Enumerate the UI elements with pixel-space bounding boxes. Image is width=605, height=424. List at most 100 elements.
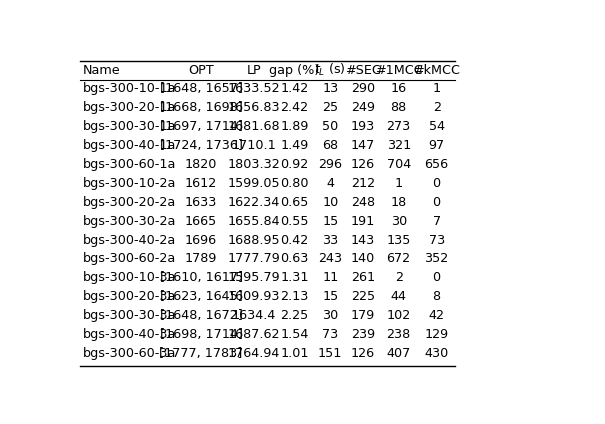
Text: 73: 73 <box>322 328 338 341</box>
Text: 30: 30 <box>322 309 338 322</box>
Text: [1648, 1672]: [1648, 1672] <box>160 309 243 322</box>
Text: 50: 50 <box>322 120 338 133</box>
Text: 1: 1 <box>433 83 440 95</box>
Text: 407: 407 <box>387 347 411 360</box>
Text: 1609.93: 1609.93 <box>227 290 280 303</box>
Text: bgs-300-10-3a: bgs-300-10-3a <box>83 271 176 285</box>
Text: #SEC: #SEC <box>345 64 381 77</box>
Text: 4: 4 <box>326 177 334 190</box>
Text: #1MCC: #1MCC <box>375 64 422 77</box>
Text: 273: 273 <box>387 120 411 133</box>
Text: [1610, 1617]: [1610, 1617] <box>160 271 243 285</box>
Text: [1724, 1736]: [1724, 1736] <box>160 139 243 152</box>
Text: 73: 73 <box>428 234 445 246</box>
Text: 126: 126 <box>351 347 375 360</box>
Text: 88: 88 <box>391 101 407 114</box>
Text: 151: 151 <box>318 347 342 360</box>
Text: 102: 102 <box>387 309 411 322</box>
Text: 0.92: 0.92 <box>280 158 309 171</box>
Text: gap (%): gap (%) <box>269 64 319 77</box>
Text: 18: 18 <box>391 196 407 209</box>
Text: 212: 212 <box>351 177 375 190</box>
Text: 1612: 1612 <box>185 177 217 190</box>
Text: [1648, 1657]: [1648, 1657] <box>160 83 243 95</box>
Text: 7: 7 <box>433 215 440 228</box>
Text: 1820: 1820 <box>185 158 217 171</box>
Text: 0.65: 0.65 <box>280 196 309 209</box>
Text: 1803.32: 1803.32 <box>227 158 280 171</box>
Text: 2.25: 2.25 <box>280 309 309 322</box>
Text: 42: 42 <box>429 309 445 322</box>
Text: bgs-300-40-3a: bgs-300-40-3a <box>83 328 176 341</box>
Text: 1.01: 1.01 <box>280 347 309 360</box>
Text: 44: 44 <box>391 290 407 303</box>
Text: [1698, 1714]: [1698, 1714] <box>160 328 243 341</box>
Text: 1633: 1633 <box>185 196 217 209</box>
Text: 0.80: 0.80 <box>280 177 309 190</box>
Text: 1.31: 1.31 <box>280 271 309 285</box>
Text: 16: 16 <box>391 83 407 95</box>
Text: 1764.94: 1764.94 <box>227 347 280 360</box>
Text: bgs-300-60-3a: bgs-300-60-3a <box>83 347 176 360</box>
Text: 1599.05: 1599.05 <box>227 177 280 190</box>
Text: 54: 54 <box>428 120 445 133</box>
Text: 1688.95: 1688.95 <box>227 234 280 246</box>
Text: bgs-300-20-2a: bgs-300-20-2a <box>83 196 176 209</box>
Text: 238: 238 <box>387 328 411 341</box>
Text: 1622.34: 1622.34 <box>227 196 280 209</box>
Text: 704: 704 <box>387 158 411 171</box>
Text: bgs-300-20-1a: bgs-300-20-1a <box>83 101 176 114</box>
Text: 243: 243 <box>318 252 342 265</box>
Text: 33: 33 <box>322 234 338 246</box>
Text: 191: 191 <box>351 215 375 228</box>
Text: bgs-300-60-1a: bgs-300-60-1a <box>83 158 176 171</box>
Text: [1623, 1645]: [1623, 1645] <box>160 290 243 303</box>
Text: 2: 2 <box>394 271 403 285</box>
Text: 1.54: 1.54 <box>280 328 309 341</box>
Text: 135: 135 <box>387 234 411 246</box>
Text: [1777, 1783]: [1777, 1783] <box>160 347 243 360</box>
Text: 321: 321 <box>387 139 411 152</box>
Text: bgs-300-10-1a: bgs-300-10-1a <box>83 83 176 95</box>
Text: 1665: 1665 <box>185 215 217 228</box>
Text: 1656.83: 1656.83 <box>227 101 280 114</box>
Text: Name: Name <box>83 64 120 77</box>
Text: 1.49: 1.49 <box>280 139 309 152</box>
Text: bgs-300-30-2a: bgs-300-30-2a <box>83 215 176 228</box>
Text: 296: 296 <box>318 158 342 171</box>
Text: 25: 25 <box>322 101 338 114</box>
Text: 97: 97 <box>428 139 445 152</box>
Text: 11: 11 <box>322 271 338 285</box>
Text: 179: 179 <box>351 309 375 322</box>
Text: 1681.68: 1681.68 <box>227 120 280 133</box>
Text: 68: 68 <box>322 139 338 152</box>
Text: OPT: OPT <box>188 64 214 77</box>
Text: 8: 8 <box>433 290 440 303</box>
Text: 672: 672 <box>387 252 411 265</box>
Text: 430: 430 <box>425 347 449 360</box>
Text: 1634.4: 1634.4 <box>232 309 276 322</box>
Text: 140: 140 <box>351 252 375 265</box>
Text: 1777.79: 1777.79 <box>227 252 280 265</box>
Text: bgs-300-20-3a: bgs-300-20-3a <box>83 290 176 303</box>
Text: 1595.79: 1595.79 <box>227 271 280 285</box>
Text: [1668, 1698]: [1668, 1698] <box>160 101 243 114</box>
Text: 2: 2 <box>433 101 440 114</box>
Text: 1696: 1696 <box>185 234 217 246</box>
Text: 290: 290 <box>351 83 375 95</box>
Text: 30: 30 <box>391 215 407 228</box>
Text: 2.13: 2.13 <box>280 290 309 303</box>
Text: LP: LP <box>246 64 261 77</box>
Text: 656: 656 <box>425 158 449 171</box>
Text: 1655.84: 1655.84 <box>227 215 280 228</box>
Text: [1697, 1714]: [1697, 1714] <box>160 120 243 133</box>
Text: 1687.62: 1687.62 <box>227 328 280 341</box>
Text: 0.42: 0.42 <box>280 234 309 246</box>
Text: bgs-300-30-3a: bgs-300-30-3a <box>83 309 176 322</box>
Text: 0: 0 <box>433 196 440 209</box>
Text: 1710.1: 1710.1 <box>232 139 276 152</box>
Text: bgs-300-60-2a: bgs-300-60-2a <box>83 252 176 265</box>
Text: 10: 10 <box>322 196 338 209</box>
Text: 0.55: 0.55 <box>280 215 309 228</box>
Text: 0.63: 0.63 <box>280 252 309 265</box>
